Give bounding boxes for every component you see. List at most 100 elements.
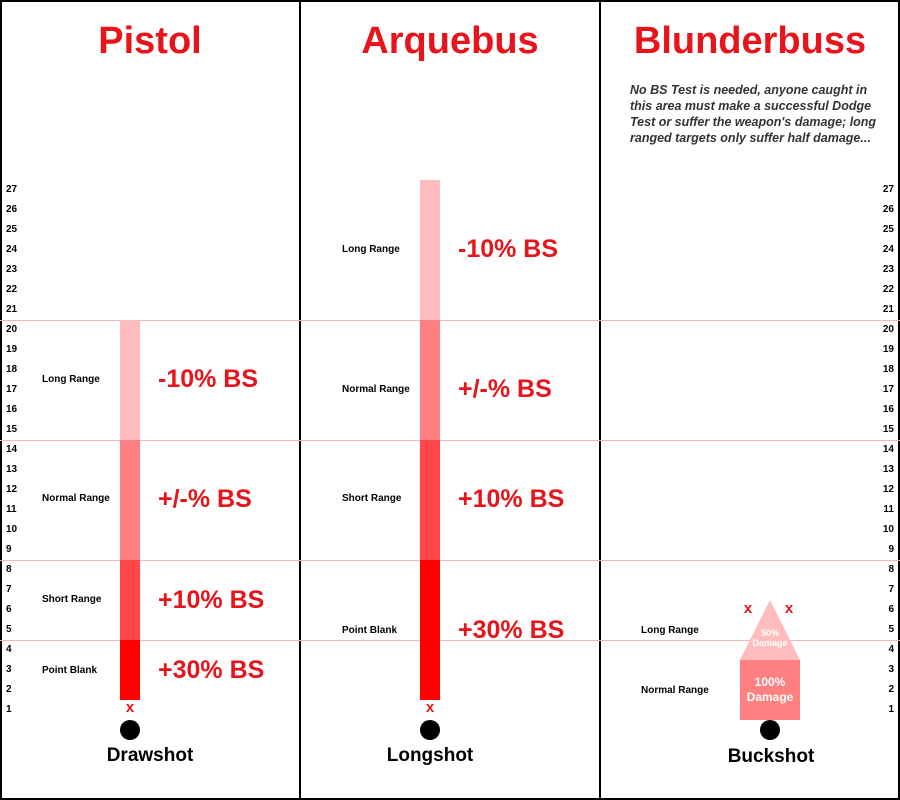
pistol-shooter-dot (120, 720, 140, 740)
blunderbuss-spread-cone (740, 600, 800, 720)
scale-tick-right: 19 (882, 344, 894, 355)
scale-tick-right: 21 (882, 304, 894, 315)
blunderbuss-full-damage-pct: 100% (754, 675, 786, 689)
arquebus-target-marker: x (425, 699, 435, 716)
pistol-title: Pistol (98, 20, 202, 62)
blunderbuss-shot-label: Buckshot (727, 746, 815, 767)
scale-tick-left: 19 (6, 344, 18, 355)
scale-tick-left: 1 (6, 704, 12, 715)
blunderbuss-long-range-cone (740, 600, 800, 660)
scale-tick-right: 18 (882, 364, 894, 375)
scale-tick-right: 10 (882, 524, 894, 535)
scale-tick-left: 21 (6, 304, 18, 315)
scale-tick-left: 8 (6, 564, 12, 575)
scale-tick-right: 11 (883, 504, 894, 515)
blunderbuss-half-damage-word: Damage (752, 638, 788, 648)
scale-tick-right: 4 (888, 644, 894, 655)
frame-top-border (0, 0, 900, 2)
blunderbuss-half-damage: 50% Damage (740, 628, 800, 648)
blunderbuss-half-damage-pct: 50% (760, 628, 779, 638)
scale-tick-left: 12 (6, 484, 18, 495)
scale-tick-right: 16 (882, 404, 894, 415)
frame-left-border (0, 0, 2, 800)
scale-tick-right: 22 (882, 284, 894, 295)
scale-tick-left: 11 (6, 504, 17, 515)
arquebus-short-range-modifier: +10% BS (458, 485, 565, 513)
scale-tick-left: 9 (6, 544, 12, 555)
scale-tick-left: 27 (6, 184, 18, 195)
pistol-shot-label: Drawshot (106, 745, 194, 766)
scale-tick-right: 12 (882, 484, 894, 495)
scale-tick-left: 18 (6, 364, 18, 375)
scale-tick-right: 25 (882, 224, 894, 235)
scale-tick-right: 15 (882, 424, 894, 435)
pistol-short-range-label: Short Range (42, 594, 102, 605)
pistol-target-marker: x (125, 699, 135, 716)
pistol-short-range-bar (120, 560, 140, 640)
scale-tick-left: 13 (6, 464, 18, 475)
arquebus-normal-range-modifier: +/-% BS (458, 375, 552, 403)
pistol-normal-range-bar (120, 440, 140, 560)
arquebus-title: Arquebus (361, 20, 539, 62)
scale-tick-right: 3 (888, 664, 894, 675)
arquebus-short-range-label: Short Range (342, 493, 402, 504)
blunderbuss-target-marker-left: x (743, 600, 753, 617)
pistol-normal-range-modifier: +/-% BS (158, 485, 252, 513)
scale-tick-right: 1 (888, 704, 894, 715)
guide-line-8 (0, 560, 900, 561)
scale-tick-left: 17 (6, 384, 18, 395)
arquebus-normal-range-label: Normal Range (342, 384, 410, 395)
scale-tick-right: 5 (888, 624, 894, 635)
scale-tick-right: 6 (888, 604, 894, 615)
scale-tick-left: 2 (6, 684, 12, 695)
arquebus-point-blank-label: Point Blank (342, 625, 398, 636)
scale-tick-right: 2 (888, 684, 894, 695)
pistol-point-blank-label: Point Blank (42, 665, 98, 676)
arquebus-normal-range-bar (420, 320, 440, 440)
arquebus-long-range-bar (420, 180, 440, 320)
scale-tick-left: 6 (6, 604, 12, 615)
frame-right-border (898, 0, 900, 800)
scale-tick-left: 24 (6, 244, 18, 255)
scale-tick-left: 20 (6, 324, 18, 335)
pistol-long-range-bar (120, 320, 140, 440)
guide-line-20 (0, 320, 900, 321)
pistol-short-range-modifier: +10% BS (158, 586, 265, 614)
scale-tick-left: 10 (6, 524, 18, 535)
scale-tick-right: 26 (882, 204, 894, 215)
scale-tick-left: 23 (6, 264, 18, 275)
blunderbuss-target-marker-right: x (784, 600, 794, 617)
blunderbuss-full-damage: 100% Damage (740, 675, 800, 705)
pistol-long-range-label: Long Range (42, 374, 100, 385)
pistol-point-blank-bar (120, 640, 140, 700)
blunderbuss-note: No BS Test is needed, anyone caught in t… (630, 83, 877, 145)
scale-tick-left: 25 (6, 224, 18, 235)
guide-line-4 (0, 640, 900, 641)
blunderbuss-normal-range-block (740, 660, 800, 720)
arquebus-shot-label: Longshot (386, 745, 474, 766)
arquebus-shooter-dot (420, 720, 440, 740)
guide-line-14 (0, 440, 900, 441)
scale-tick-right: 14 (882, 444, 894, 455)
arquebus-long-range-label: Long Range (342, 244, 400, 255)
scale-tick-right: 7 (888, 584, 894, 595)
scale-tick-right: 20 (882, 324, 894, 335)
pistol-point-blank-modifier: +30% BS (158, 656, 265, 684)
scale-tick-left: 22 (6, 284, 18, 295)
scale-tick-left: 5 (6, 624, 12, 635)
arquebus-long-range-modifier: -10% BS (458, 235, 559, 263)
scale-tick-left: 3 (6, 664, 12, 675)
arquebus-point-blank-modifier: +30% BS (458, 616, 565, 644)
scale-tick-right: 13 (882, 464, 894, 475)
scale-tick-right: 17 (882, 384, 894, 395)
blunderbuss-shooter-dot (760, 720, 780, 740)
scale-tick-left: 16 (6, 404, 18, 415)
scale-tick-left: 26 (6, 204, 18, 215)
pistol-long-range-modifier: -10% BS (158, 365, 259, 393)
scale-tick-left: 15 (6, 424, 18, 435)
blunderbuss-normal-range-label: Normal Range (641, 685, 709, 696)
scale-tick-right: 9 (888, 544, 894, 555)
scale-tick-right: 27 (882, 184, 894, 195)
scale-tick-left: 7 (6, 584, 12, 595)
